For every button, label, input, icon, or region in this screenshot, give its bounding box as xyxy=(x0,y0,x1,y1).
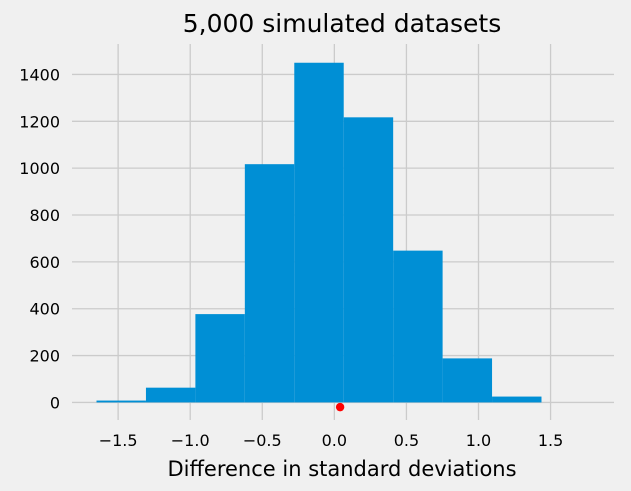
x-tick-label: 0.5 xyxy=(394,431,419,450)
x-tick-label: 1.5 xyxy=(538,431,563,450)
x-tick-label: −0.5 xyxy=(243,431,282,450)
histogram-bar xyxy=(96,400,146,403)
histogram-bars xyxy=(96,62,542,403)
histogram-bar xyxy=(442,358,493,403)
x-axis-label: Difference in standard deviations xyxy=(167,457,516,481)
chart-title: 5,000 simulated datasets xyxy=(183,9,502,38)
histogram-bar xyxy=(343,117,394,403)
histogram-bar xyxy=(393,250,443,403)
observed-value-point xyxy=(335,402,345,412)
y-tick-labels: 0 200 400 600 800 1000 1200 1400 xyxy=(19,65,60,412)
y-tick-label: 1400 xyxy=(19,65,60,84)
y-tick-label: 1200 xyxy=(19,112,60,131)
x-tick-label: 0.0 xyxy=(322,431,347,450)
histogram-bar xyxy=(145,387,196,403)
y-tick-label: 600 xyxy=(29,253,60,272)
histogram-bar xyxy=(294,62,344,403)
y-tick-label: 800 xyxy=(29,206,60,225)
x-tick-labels: −1.5 −1.0 −0.5 0.0 0.5 1.0 1.5 xyxy=(99,431,564,450)
y-tick-label: 1000 xyxy=(19,159,60,178)
x-tick-label: 1.0 xyxy=(466,431,491,450)
histogram-bar xyxy=(492,396,542,403)
x-tick-label: −1.5 xyxy=(99,431,138,450)
y-tick-label: 400 xyxy=(29,300,60,319)
histogram-bar xyxy=(195,314,245,403)
y-tick-label: 0 xyxy=(50,393,60,412)
histogram-bar xyxy=(244,164,295,403)
x-tick-label: −1.0 xyxy=(171,431,210,450)
observed-marker xyxy=(335,402,345,412)
y-tick-label: 200 xyxy=(29,347,60,366)
